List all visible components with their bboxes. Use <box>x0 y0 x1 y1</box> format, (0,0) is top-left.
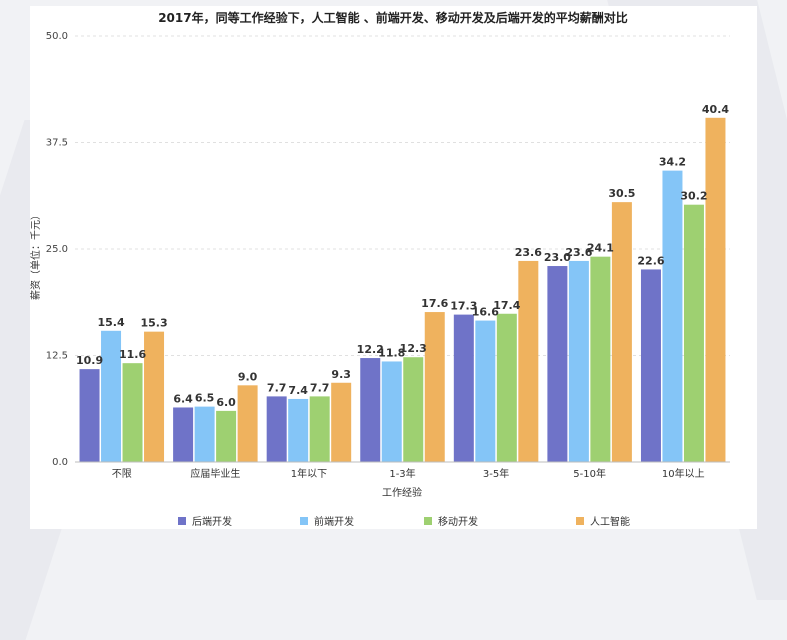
bar <box>309 396 330 462</box>
data-label: 7.7 <box>310 381 330 394</box>
data-label: 12.3 <box>400 342 427 355</box>
bar <box>424 312 445 462</box>
y-tick-label: 25.0 <box>46 244 68 255</box>
bar <box>194 406 215 462</box>
data-label: 22.6 <box>637 254 664 267</box>
bar <box>453 314 474 462</box>
legend-label: 前端开发 <box>314 515 354 528</box>
data-label: 11.6 <box>119 348 146 361</box>
data-label: 17.6 <box>421 297 448 310</box>
legend-swatch <box>424 517 432 525</box>
data-label: 23.0 <box>544 251 571 264</box>
bar <box>568 260 589 462</box>
bar <box>640 269 661 462</box>
x-tick-label: 5-10年 <box>573 467 606 480</box>
bar <box>216 410 237 462</box>
y-tick-label: 0.0 <box>52 457 68 468</box>
grid <box>75 35 730 356</box>
data-label: 17.4 <box>493 299 520 312</box>
bar <box>547 266 568 462</box>
bar <box>122 363 143 462</box>
data-label: 11.8 <box>378 346 405 359</box>
data-label: 30.2 <box>680 190 707 203</box>
data-label: 23.6 <box>515 246 542 259</box>
x-axis-ticks: 不限 应届毕业生 1年以下 1-3年 3-5年 5-10年 10年以上 <box>112 467 705 480</box>
bar <box>266 396 287 462</box>
bar <box>144 331 165 462</box>
bar <box>683 204 704 463</box>
bar <box>288 398 309 462</box>
x-axis-label: 工作经验 <box>382 486 422 499</box>
x-tick-label: 不限 <box>112 468 132 480</box>
bar <box>590 256 611 462</box>
data-label: 9.3 <box>331 368 351 381</box>
x-tick-label: 1-3年 <box>389 467 415 480</box>
bar <box>475 320 496 462</box>
data-label: 7.7 <box>267 381 287 394</box>
legend-label: 移动开发 <box>438 515 478 528</box>
bar <box>518 260 539 462</box>
chart-svg: 2017年，同等工作经验下，人工智能 、前端开发、移动开发及后端开发的平均薪酬对… <box>30 10 730 528</box>
legend: 后端开发 前端开发 移动开发 人工智能 <box>178 515 630 528</box>
x-tick-label: 3-5年 <box>483 467 509 480</box>
legend-swatch <box>178 517 186 525</box>
bar <box>662 170 683 462</box>
data-label: 15.3 <box>140 317 167 330</box>
bars <box>79 117 726 463</box>
bar <box>403 357 424 462</box>
data-label: 10.9 <box>76 354 103 367</box>
data-label: 17.3 <box>450 300 477 313</box>
x-tick-label: 10年以上 <box>662 467 705 480</box>
bar <box>79 369 100 462</box>
legend-label: 人工智能 <box>590 515 630 528</box>
legend-swatch <box>300 517 308 525</box>
bar <box>705 117 726 463</box>
bar <box>360 358 381 462</box>
bar <box>381 361 402 462</box>
y-axis-ticks: 0.0 12.5 25.0 37.5 50.0 <box>46 31 68 468</box>
data-label: 24.1 <box>587 242 614 255</box>
y-tick-label: 37.5 <box>46 138 68 149</box>
y-axis-label: 薪资（单位：千元） <box>30 210 42 300</box>
data-label: 12.2 <box>357 343 384 356</box>
bar <box>611 202 632 462</box>
y-tick-label: 12.5 <box>46 351 68 362</box>
data-label: 6.5 <box>195 392 215 405</box>
legend-swatch <box>576 517 584 525</box>
data-label: 40.4 <box>702 103 729 116</box>
x-tick-label: 1年以下 <box>291 467 327 480</box>
data-label: 6.4 <box>173 392 193 405</box>
bar <box>496 313 517 462</box>
legend-label: 后端开发 <box>192 515 232 528</box>
bar <box>237 385 258 462</box>
chart-card: 2017年，同等工作经验下，人工智能 、前端开发、移动开发及后端开发的平均薪酬对… <box>30 6 757 529</box>
data-labels: 10.915.411.615.36.4 6.5 6.09.07.7 7.4 7.79.3… <box>76 103 729 409</box>
data-label: 15.4 <box>97 316 124 329</box>
bar <box>101 330 122 462</box>
x-tick-label: 应届毕业生 <box>190 467 240 480</box>
data-label: 34.2 <box>659 156 686 169</box>
data-label: 7.4 <box>288 384 308 397</box>
data-label: 6.0 <box>216 396 236 409</box>
bar <box>173 407 194 462</box>
data-label: 30.5 <box>608 187 635 200</box>
data-label: 16.6 <box>472 306 499 319</box>
data-label: 23.6 <box>565 246 592 259</box>
chart-title: 2017年，同等工作经验下，人工智能 、前端开发、移动开发及后端开发的平均薪酬对… <box>158 10 628 25</box>
data-label: 9.0 <box>238 370 258 383</box>
y-tick-label: 50.0 <box>46 31 68 42</box>
bar <box>331 382 352 462</box>
